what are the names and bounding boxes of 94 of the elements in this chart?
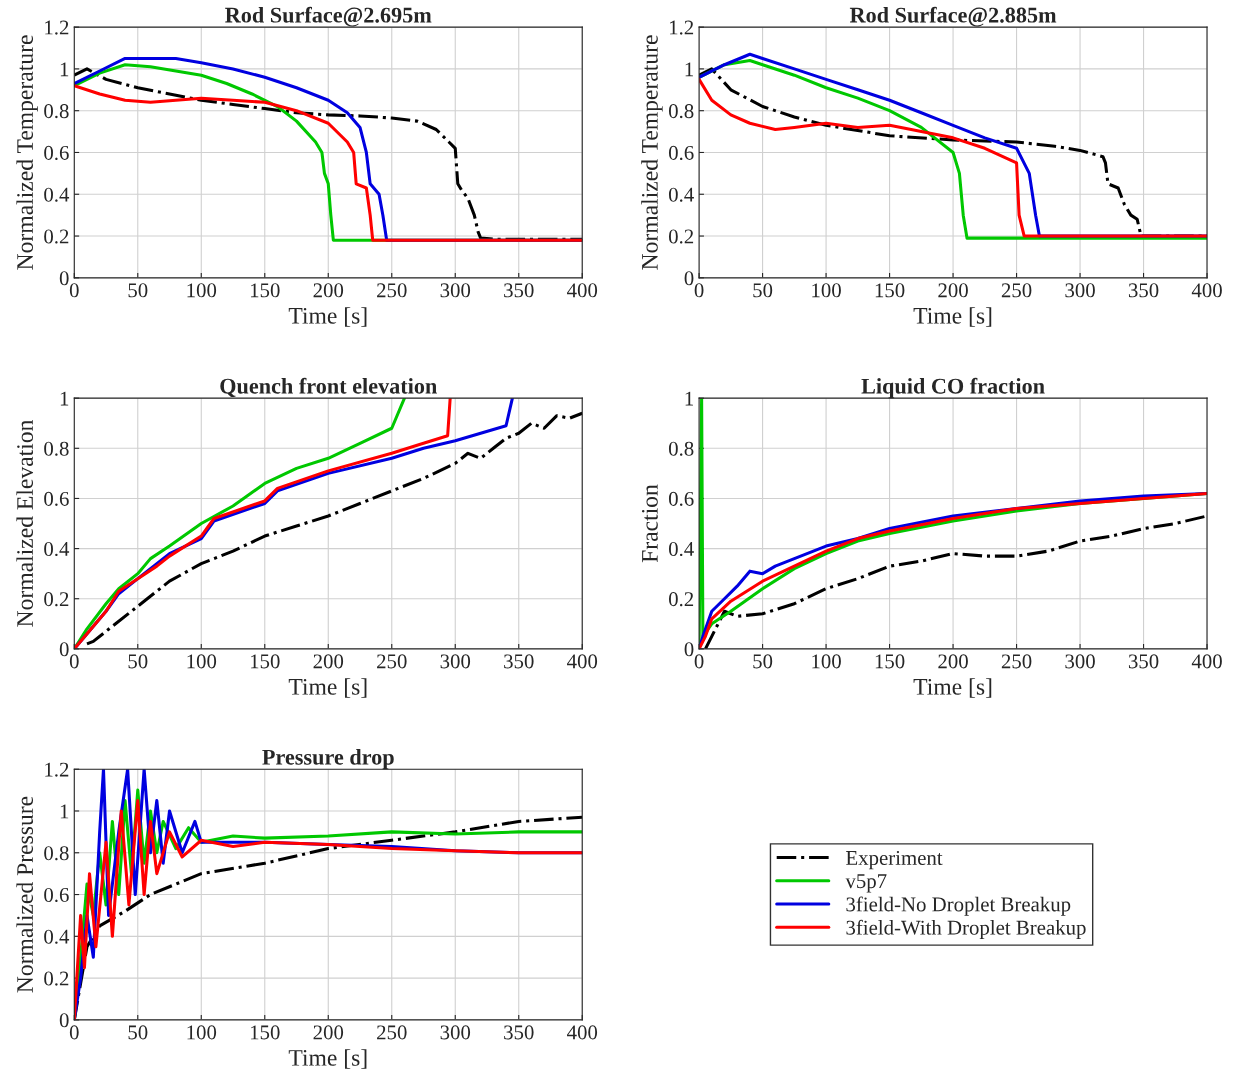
x-tick-label: 200	[313, 1025, 344, 1040]
y-tick-label: 0.6	[668, 145, 694, 160]
y-tick-label: 0.2	[668, 229, 694, 244]
x-tick-label: 100	[812, 654, 841, 669]
chart-title: Rod Surface@2.695m	[225, 6, 432, 27]
x-tick-label: 400	[567, 283, 598, 298]
x-axis-title: Time [s]	[288, 307, 367, 327]
legend-label: 3field-No Droplet Breakup	[846, 896, 1071, 916]
y-tick-label: 0.8	[668, 104, 694, 119]
y-tick-label: 0.4	[668, 187, 694, 202]
chart-title: Quench front elevation	[220, 377, 437, 398]
x-axis-title: Time [s]	[913, 307, 992, 327]
y-tick-label: 0.6	[668, 491, 694, 506]
y-tick-label: 0	[684, 271, 694, 286]
y-tick-label: 0	[59, 1013, 69, 1028]
x-tick-label: 350	[1128, 654, 1159, 669]
chart-title: Pressure drop	[262, 749, 394, 770]
x-tick-label: 400	[567, 654, 598, 669]
y-tick-label: 1	[60, 804, 69, 819]
x-tick-label: 150	[250, 654, 280, 669]
x-axis-title: Time [s]	[913, 678, 992, 698]
x-tick-label: 100	[812, 283, 841, 298]
legend-label: 3field-With Droplet Breakup	[846, 919, 1086, 939]
y-axis-title: Normalized Temperature	[641, 35, 663, 270]
x-tick-label: 50	[128, 283, 148, 298]
x-tick-label: 150	[875, 283, 905, 298]
y-tick-label: 1	[685, 391, 693, 406]
y-tick-label: 0.2	[44, 592, 69, 607]
x-tick-label: 150	[875, 654, 905, 669]
x-tick-label: 400	[567, 1025, 598, 1040]
x-tick-label: 250	[377, 654, 407, 669]
x-tick-label: 250	[377, 1025, 407, 1040]
y-tick-label: 0.6	[44, 145, 69, 160]
x-tick-label: 300	[1065, 283, 1095, 298]
legend-label: Experiment	[846, 850, 943, 870]
y-tick-label: 0.6	[44, 887, 69, 903]
chart-title: Liquid CO fraction	[861, 377, 1045, 399]
x-tick-label: 50	[128, 1025, 148, 1040]
x-tick-label: 350	[504, 1025, 534, 1040]
x-tick-label: 400	[1191, 654, 1222, 669]
x-tick-label: 200	[313, 283, 344, 298]
x-tick-label: 400	[1191, 283, 1222, 298]
x-tick-label: 300	[440, 654, 471, 669]
x-tick-label: 200	[938, 654, 968, 669]
legend-label: v5p7	[845, 874, 887, 893]
x-tick-label: 50	[128, 654, 148, 669]
y-tick-label: 1	[685, 62, 693, 77]
y-tick-label: 0.6	[44, 491, 69, 506]
x-tick-label: 250	[377, 283, 407, 298]
y-tick-label: 0	[59, 271, 69, 286]
y-tick-label: 0.2	[668, 592, 694, 607]
line-series	[703, 514, 1208, 649]
y-tick-label: 1	[60, 391, 69, 406]
x-tick-label: 150	[250, 283, 280, 298]
y-tick-label: 1.2	[45, 20, 69, 35]
x-tick-label: 350	[1128, 283, 1159, 298]
y-axis-title: Normalized Pressure	[16, 796, 34, 993]
y-tick-label: 0.8	[44, 846, 69, 861]
x-tick-label: 300	[1065, 654, 1095, 669]
y-tick-label: 0.8	[44, 104, 69, 119]
y-tick-label: 0	[684, 642, 694, 657]
y-tick-label: 0.8	[668, 441, 694, 456]
y-tick-label: 0.2	[44, 229, 69, 244]
line-series	[85, 411, 583, 646]
y-tick-label: 0	[59, 642, 69, 657]
chart-title: Rod Surface@2.885m	[849, 6, 1057, 27]
x-tick-label: 300	[440, 283, 471, 298]
x-tick-label: 50	[753, 654, 773, 669]
y-tick-label: 0.2	[44, 971, 69, 986]
x-tick-label: 300	[440, 1025, 471, 1040]
x-axis-title: Time [s]	[288, 1049, 367, 1069]
x-axis-title: Time [s]	[288, 678, 367, 698]
y-tick-label: 0.4	[44, 929, 70, 944]
x-tick-label: 200	[313, 654, 344, 669]
x-tick-label: 200	[938, 283, 968, 298]
x-tick-label: 100	[187, 654, 217, 669]
x-tick-label: 150	[250, 1025, 280, 1040]
x-tick-label: 50	[753, 283, 773, 298]
y-tick-label: 0.8	[44, 441, 69, 456]
x-tick-label: 100	[187, 283, 217, 298]
x-tick-label: 350	[504, 654, 534, 669]
x-tick-label: 250	[1001, 654, 1032, 669]
x-tick-label: 100	[187, 1025, 217, 1040]
y-axis-title: Fraction	[641, 484, 658, 563]
y-axis-title: Normalized Elevation	[16, 419, 34, 627]
y-tick-label: 0.4	[668, 541, 694, 557]
y-tick-label: 1.2	[670, 20, 694, 35]
y-tick-label: 1	[60, 62, 69, 77]
x-tick-label: 350	[504, 283, 534, 298]
y-axis-title: Normalized Temperature	[16, 35, 38, 270]
x-tick-label: 250	[1001, 283, 1032, 298]
y-tick-label: 1.2	[45, 762, 69, 777]
y-tick-label: 0.4	[44, 541, 70, 557]
y-tick-label: 0.4	[44, 187, 70, 202]
